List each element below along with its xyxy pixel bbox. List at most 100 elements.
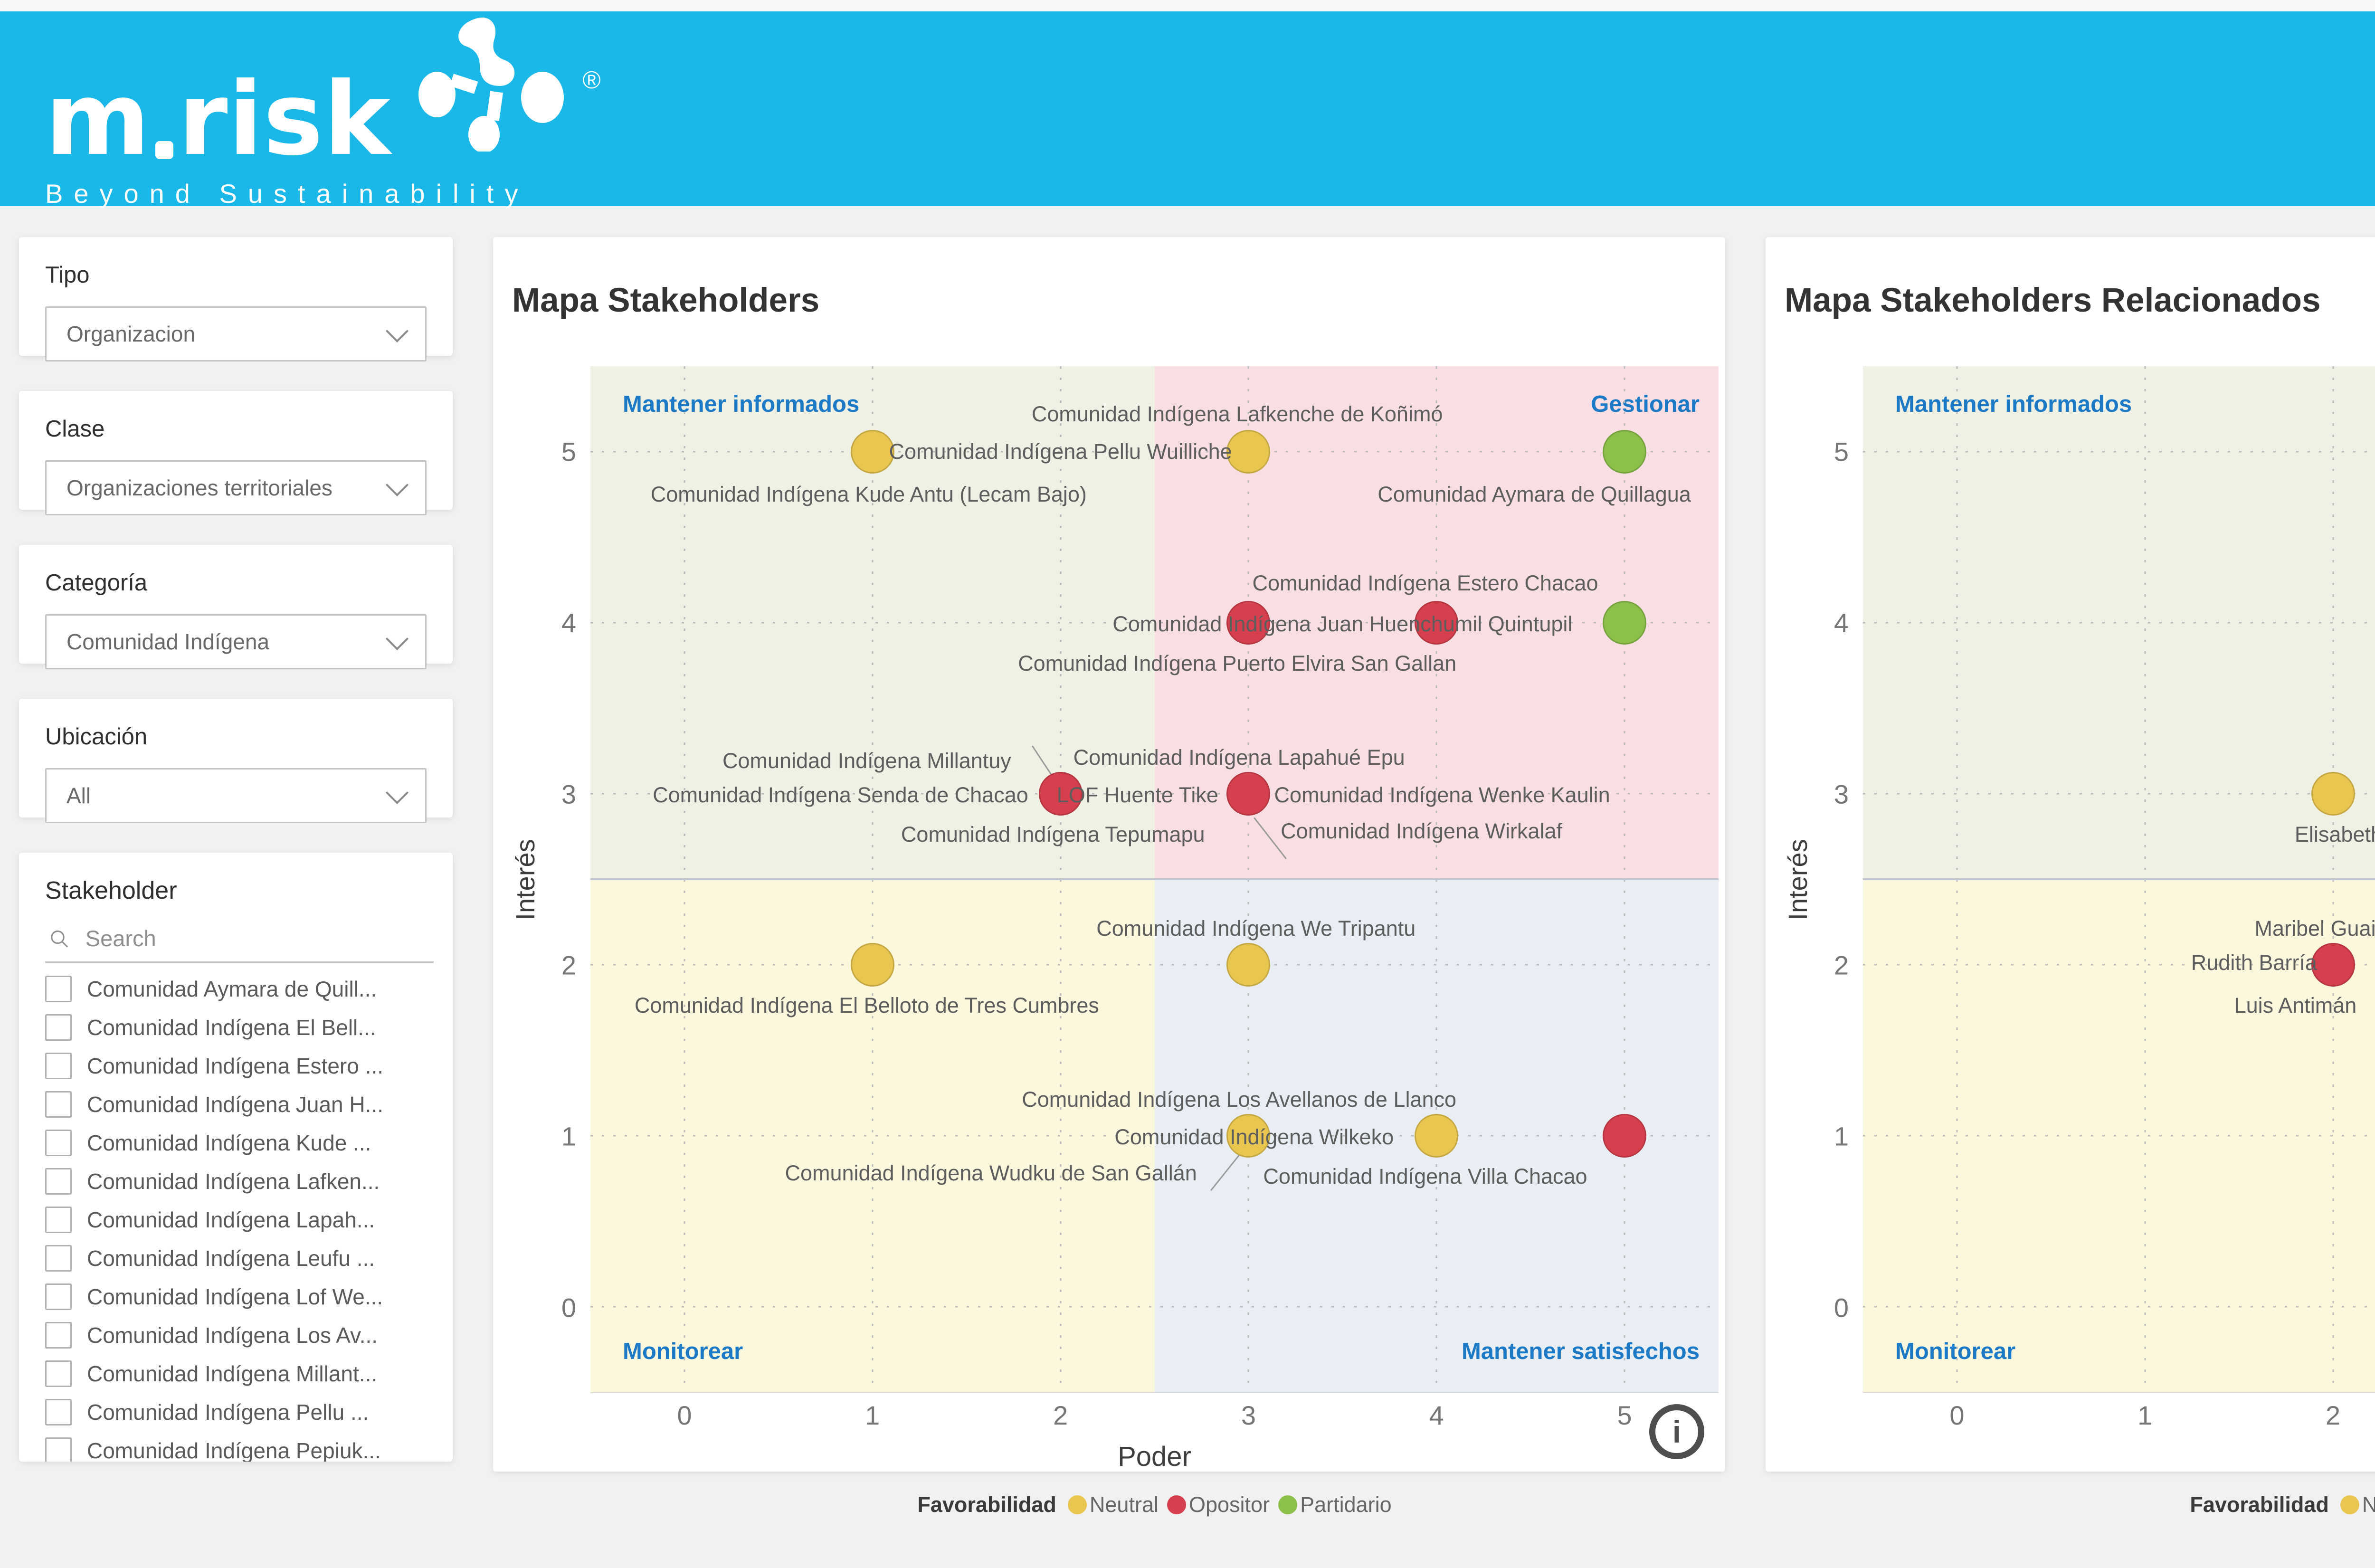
logo-text-m: m: [45, 60, 151, 178]
filter-label-ubicacion: Ubicación: [45, 724, 148, 750]
quadrant-boundary-line: [1863, 878, 2375, 880]
data-point[interactable]: [850, 942, 894, 987]
data-point[interactable]: [1226, 600, 1271, 645]
point-label: Comunidad Indígena We Tripantu: [1096, 916, 1416, 941]
filter-label-categoria: Categoría: [45, 570, 148, 596]
point-label: Comunidad Indígena Lafkenche de Koñimó: [1031, 401, 1443, 426]
filter-label-clase: Clase: [45, 416, 105, 442]
search-input[interactable]: [84, 925, 431, 952]
list-item: Comunidad Aymara de Quill...: [45, 969, 434, 1008]
stakeholder-name: Comunidad Indígena Pepiuk...: [87, 1438, 381, 1462]
quadrant-label: Monitorear: [1895, 1338, 2016, 1364]
ubicacion-dropdown[interactable]: All: [45, 768, 427, 823]
x-tick-label: 0: [677, 1400, 692, 1430]
dashboard-body: Tipo Organizacion Clase Organizaciones t…: [0, 206, 2375, 1517]
stakeholder-name: Comunidad Indígena El Bell...: [87, 1015, 376, 1040]
stakeholder-name: Comunidad Indígena Los Av...: [87, 1322, 378, 1348]
x-tick-label: 0: [1949, 1400, 1965, 1430]
checkbox[interactable]: [45, 1168, 72, 1195]
neutral-dot-icon: [1067, 1495, 1087, 1515]
list-item: Comunidad Indígena Leufu ...: [45, 1239, 434, 1277]
checkbox[interactable]: [45, 1129, 72, 1156]
checkbox[interactable]: [45, 1245, 72, 1272]
categoria-dropdown[interactable]: Comunidad Indígena: [45, 614, 427, 669]
y-tick-label: 4: [561, 608, 576, 638]
data-point[interactable]: [1415, 1113, 1459, 1158]
stakeholder-name: Comunidad Indígena Pellu ...: [87, 1399, 369, 1425]
point-label: Comunidad Indígena Senda de Chacao: [653, 783, 1028, 808]
top-strip: [0, 0, 2375, 11]
app-header: m risk ® Beyond Sustainability: [0, 9, 2375, 209]
stakeholder-filter-card: Stakeholder Comunidad Aymara de Quill...…: [19, 853, 453, 1462]
checkbox[interactable]: [45, 975, 72, 1002]
stakeholder-name: Comunidad Indígena Juan H...: [87, 1092, 383, 1117]
point-label: Comunidad Indígena Puerto Elvira San Gal…: [1018, 651, 1457, 676]
list-item: Comunidad Indígena Lof We...: [45, 1277, 434, 1316]
tipo-dropdown[interactable]: Organizacion: [45, 306, 427, 361]
data-point[interactable]: [1226, 942, 1271, 987]
data-point[interactable]: [850, 429, 894, 474]
legend-item-neutral[interactable]: Neutral: [2340, 1492, 2375, 1517]
stakeholder-name: Comunidad Indígena Leufu ...: [87, 1245, 375, 1271]
checkbox[interactable]: [45, 1014, 72, 1041]
list-item: Comunidad Indígena Los Av...: [45, 1316, 434, 1354]
data-point[interactable]: [1603, 429, 1647, 474]
filter-card-tipo: Tipo Organizacion: [19, 237, 453, 361]
y-axis-ticks: 0 1 2 3 4 5: [1815, 366, 1849, 1393]
plot-area: Mantener informados Gestionar Monitorear…: [590, 366, 1719, 1393]
point-label: Comunidad Indígena Villa Chacao: [1263, 1164, 1587, 1189]
data-point[interactable]: [1038, 771, 1083, 816]
checkbox[interactable]: [45, 1321, 72, 1349]
y-tick-label: 1: [1834, 1121, 1849, 1151]
x-tick-label: 5: [1617, 1400, 1632, 1430]
chart-title: Mapa Stakeholders: [512, 281, 820, 319]
mrisk-logo: m risk ® Beyond Sustainability: [45, 9, 601, 209]
clase-dropdown[interactable]: Organizaciones territoriales: [45, 460, 427, 515]
list-item: Comunidad Indígena El Bell...: [45, 1008, 434, 1046]
x-tick-label: 3: [1241, 1400, 1256, 1430]
legend-item-partidario[interactable]: Partidario: [1278, 1492, 1392, 1517]
data-point[interactable]: [1226, 429, 1271, 474]
data-point[interactable]: [1603, 600, 1647, 645]
legend-item-neutral[interactable]: Neutral: [1067, 1492, 1159, 1517]
data-point[interactable]: [2311, 942, 2355, 987]
checkbox[interactable]: [45, 1398, 72, 1425]
x-tick-label: 4: [1429, 1400, 1444, 1430]
point-label: Comunidad Indígena Lapahué Epu: [1073, 745, 1405, 770]
partidario-dot-icon: [1278, 1495, 1298, 1515]
point-label: Comunidad Indígena Wirkalaf: [1281, 819, 1562, 844]
x-tick-label: 2: [1053, 1400, 1068, 1430]
y-tick-label: 4: [1834, 608, 1849, 638]
registered-trademark: ®: [582, 66, 601, 94]
x-tick-label: 2: [2326, 1400, 2341, 1430]
checkbox[interactable]: [45, 1283, 72, 1310]
checkbox[interactable]: [45, 1437, 72, 1462]
data-point[interactable]: [2311, 771, 2355, 816]
list-item: Comunidad Indígena Lafken...: [45, 1162, 434, 1200]
checkbox[interactable]: [45, 1091, 72, 1118]
info-icon[interactable]: i: [1649, 1404, 1704, 1459]
checkbox[interactable]: [45, 1206, 72, 1233]
legend-item-opositor[interactable]: Opositor: [1167, 1492, 1270, 1517]
data-point[interactable]: [1415, 600, 1459, 645]
checkbox[interactable]: [45, 1360, 72, 1387]
point-label: Comunidad Indígena Los Avellanos de Llan…: [1022, 1087, 1457, 1112]
data-point[interactable]: [1603, 1113, 1647, 1158]
list-item: Comunidad Indígena Millant...: [45, 1354, 434, 1393]
plot-area: Mantener informados Gestionar Monitorear…: [1863, 366, 2375, 1393]
y-tick-label: 0: [1834, 1292, 1849, 1323]
data-point[interactable]: [1226, 771, 1271, 816]
tipo-dropdown-value: Organizacion: [66, 322, 196, 346]
logo-tagline: Beyond Sustainability: [45, 178, 529, 209]
chevron-down-icon: [385, 627, 409, 651]
chart-legend: Favorabilidad Neutral Opositor Partidari…: [590, 1482, 1719, 1528]
checkbox[interactable]: [45, 1052, 72, 1079]
search-icon: [51, 930, 68, 948]
point-label: Luis Antimán: [2234, 993, 2357, 1018]
x-axis-title: Poder: [1863, 1441, 2375, 1482]
data-point[interactable]: [1226, 1113, 1271, 1158]
point-label: Comunidad Indígena Estero Chacao: [1252, 571, 1598, 596]
point-label: Comunidad Indígena Pellu Wuilliche: [889, 439, 1232, 464]
stakeholder-name: Comunidad Indígena Lafken...: [87, 1169, 380, 1194]
quadrant-label: Mantener informados: [1895, 391, 2132, 417]
